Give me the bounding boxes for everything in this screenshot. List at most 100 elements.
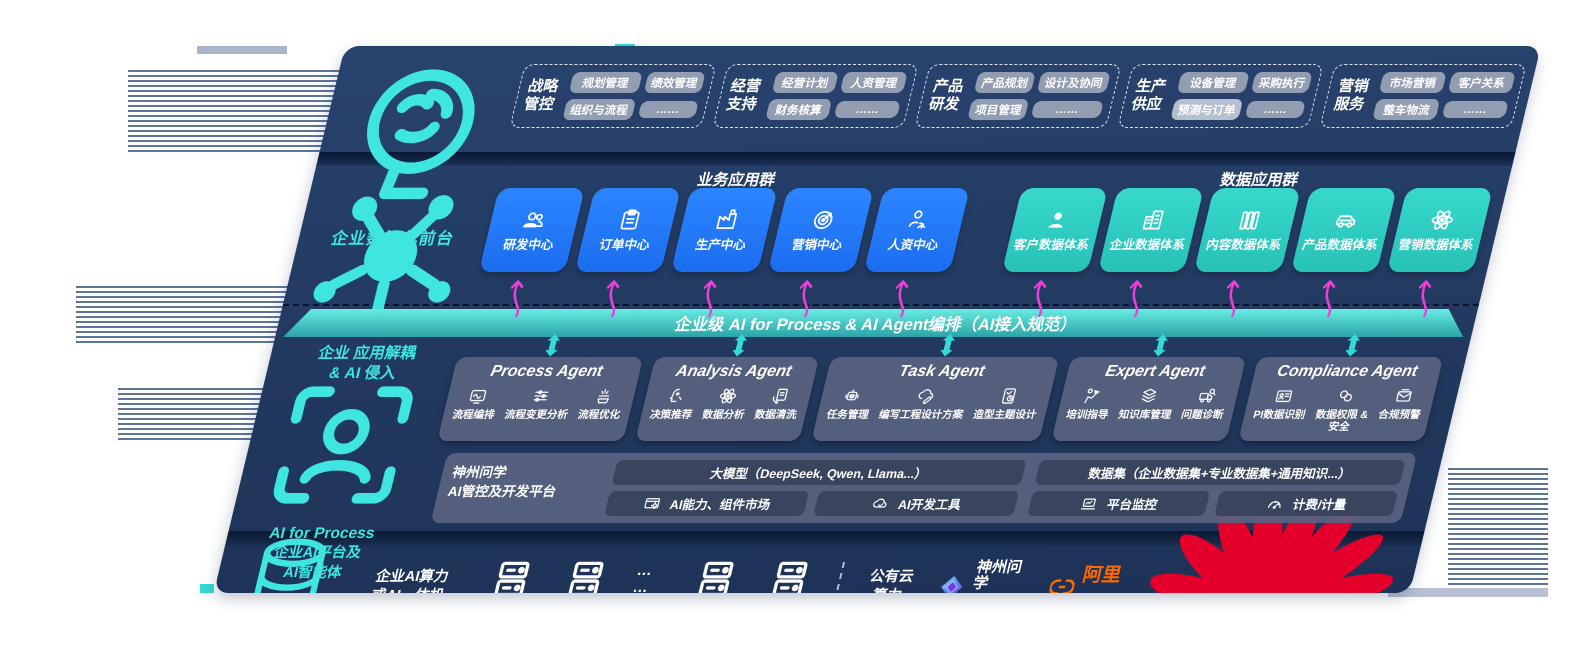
agent-title: Task Agent [897, 363, 987, 380]
box-label: 生产中心 [694, 237, 748, 252]
group-supply: 生产供应 设备管理 采购执行 预测与订单 …… [1117, 64, 1325, 128]
pill: 设备管理 [1176, 72, 1251, 93]
agent-item-label: 流程优化 [576, 409, 622, 421]
band-decouple: 企业 应用解耦 & AI 侵入 业务应用群 研发中心 订单中心 [291, 168, 1512, 382]
compute-label-line2: 或AI一体机 [369, 588, 445, 593]
pill: 整车物流 [1372, 99, 1441, 120]
agent-item-label: 任务管理 [825, 409, 871, 421]
group-name: 生产供应 [1129, 78, 1169, 113]
barcode-stripes-right [1448, 468, 1548, 590]
group-name: 经营支持 [724, 78, 763, 113]
agent-compliance: Compliance Agent PI数据识别 数据权限 & 安全 合规预警 [1238, 334, 1444, 442]
pill: …… [1441, 101, 1509, 118]
agent-task: Task Agent 任务管理 编写工程设计方案 造型主题设计 [811, 334, 1060, 442]
business-app-group: 业务应用群 研发中心 订单中心 [478, 168, 975, 318]
agent-item-label: 造型主题设计 [971, 409, 1038, 421]
server-icon [481, 554, 543, 593]
box-label: 营销数据体系 [1397, 237, 1476, 252]
huawei-flower-icon [1122, 461, 1422, 593]
alibaba-logo-text: 阿里云 [1074, 565, 1124, 593]
group-name: 产品研发 [927, 78, 966, 113]
billing-metering-button: 计费/计量 [1214, 491, 1399, 517]
agent-analysis: Analysis Agent 决策推荐 数据分析 数据清洗 [634, 334, 820, 442]
agent-item-label: 问题诊断 [1179, 409, 1225, 421]
center-box-production: 生产中心 [671, 188, 778, 318]
data-box-product: 产品数据体系 [1290, 188, 1397, 318]
infra-label-block: AI基础算力 [225, 529, 348, 593]
dataset-header: 数据集（企业数据集+专业数据集+通用知识...） [1034, 460, 1406, 486]
car-icon [1330, 207, 1362, 233]
box-label: 内容数据体系 [1204, 237, 1283, 252]
platform-label-line1: 神州问学 [450, 465, 509, 481]
flow-icon [466, 386, 491, 406]
agent-item: 数据分析 [701, 386, 751, 421]
agent-item-label: 培训指导 [1064, 409, 1110, 421]
agent-item: 决策推荐 [649, 386, 699, 421]
agent-row: Process Agent 流程编排 流程变更分析 流程优化 [437, 334, 1444, 442]
building-icon [1137, 207, 1169, 233]
pink-arrow-icon [1215, 274, 1248, 318]
alibaba-cloud-logo: 阿里云 [1044, 560, 1132, 593]
database-icon [230, 529, 348, 593]
button-label: AI开发工具 [896, 498, 963, 513]
node-ai-appliance-1: AI一体机 [682, 554, 748, 593]
decision-icon [663, 386, 688, 406]
barcode-stripes-left-top [128, 70, 342, 154]
box-label: 企业数据体系 [1108, 237, 1187, 252]
books-icon [1234, 207, 1266, 233]
box-label: 人资中心 [886, 237, 940, 252]
box-label: 产品数据体系 [1300, 237, 1380, 252]
training-icon [1079, 386, 1104, 406]
pill: 绩效管理 [643, 72, 706, 93]
alert-mail-icon [1392, 386, 1417, 406]
server-icon [759, 554, 821, 593]
agent-item-label: PI数据识别 [1251, 409, 1307, 421]
data-group-title: 数据应用群 [1218, 172, 1301, 189]
atom-icon [715, 386, 740, 406]
data-box-customer: 客户数据体系 [1001, 188, 1109, 318]
double-arrow-icon [1151, 334, 1171, 357]
dev-platform-bar: 神州问学 AI管控及开发平台 大模型（DeepSeek, Qwen, Llama… [430, 453, 1418, 524]
agent-item: 合规预警 [1374, 386, 1427, 433]
business-group-title: 业务应用群 [695, 172, 778, 189]
window-gear-icon [641, 495, 663, 513]
agent-item: 知识库管理 [1117, 386, 1178, 421]
agent-item-label: 数据权限 & 安全 [1314, 409, 1370, 434]
agent-title: Compliance Agent [1275, 363, 1420, 380]
node-ai-appliance-2: AI一体机 [756, 554, 822, 593]
agent-item-label: 合规预警 [1376, 409, 1422, 421]
double-arrow-icon [938, 334, 958, 357]
pink-arrow-icon [692, 274, 725, 318]
agent-item-label: 知识库管理 [1117, 409, 1173, 421]
ai-platform-label-block: AI for Process 企业AI平台及 AI智能体 [230, 365, 442, 584]
button-label: 计费/计量 [1291, 498, 1348, 513]
ai-platform-label-line3: AI智能体 [281, 565, 344, 582]
agent-item: 培训指导 [1065, 386, 1115, 421]
pink-arrow-icon [1311, 274, 1344, 318]
decouple-label-block: 企业 应用解耦 & AI 侵入 [274, 170, 497, 384]
people-icon [518, 207, 550, 233]
ai-capability-market-button: AI能力、组件市场 [604, 491, 810, 517]
agent-item: 流程变更分析 [503, 386, 574, 421]
ellipsis-more: … … [631, 562, 657, 593]
agent-item-label: 数据清洗 [753, 409, 799, 421]
node-datacenter-2: 数据中心 [551, 554, 617, 593]
group-name: 营销服务 [1332, 78, 1371, 113]
pill: 采购执行 [1251, 72, 1314, 93]
pill: …… [834, 101, 901, 118]
shenzhou-wenxue-logo: 神州问学 Smart Vision [932, 559, 1033, 593]
pill: 预测与订单 [1170, 99, 1244, 120]
ai-platform-label-line2: 企业AI平台及 [271, 545, 363, 561]
pill: 市场营销 [1379, 72, 1447, 93]
person-icon [1041, 207, 1073, 233]
data-box-content: 内容数据体系 [1194, 188, 1301, 318]
platform-monitor-button: 平台监控 [1027, 491, 1211, 517]
dataset-column: 数据集（企业数据集+专业数据集+通用知识...） 平台监控 计费/计量 [1027, 460, 1406, 517]
agent-item-label: 流程编排 [450, 409, 496, 421]
agent-item-label: 编写工程设计方案 [877, 409, 965, 421]
agent-item-label: 决策推荐 [648, 409, 694, 421]
double-arrow-icon [1343, 334, 1363, 357]
molecule-icon [284, 170, 497, 342]
server-icon [555, 554, 617, 593]
cloud-tool-icon [869, 495, 891, 513]
